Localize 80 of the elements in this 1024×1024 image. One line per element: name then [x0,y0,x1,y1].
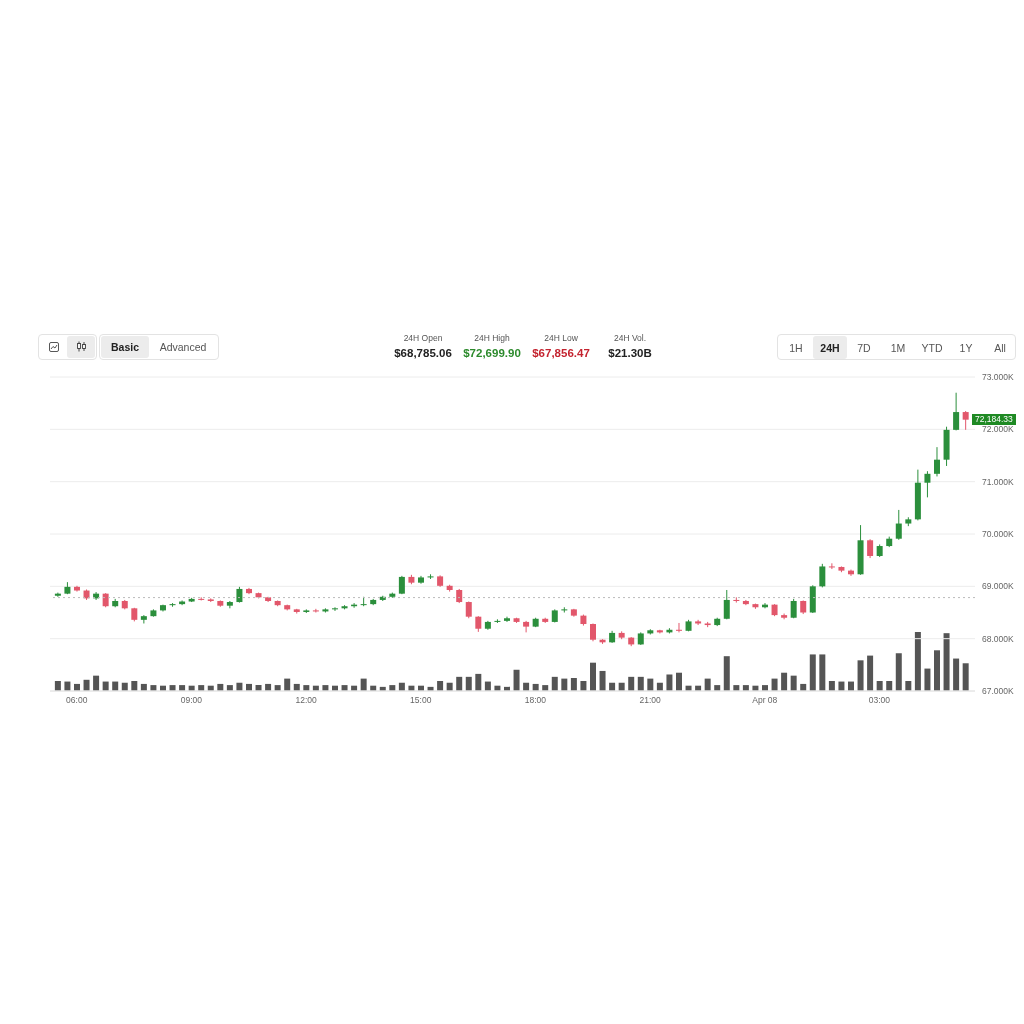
bar [819,654,826,691]
y-tick-label: 70.000K [982,529,1014,540]
bar [809,654,816,691]
y-tick-label: 71.000K [982,476,1014,487]
bar [876,680,883,691]
bar [637,676,644,691]
candlestick [828,562,835,570]
bar [475,673,482,691]
text: $72,699.90 [463,347,521,359]
candlestick [953,392,960,431]
x-tick-label: 06:00 [66,695,88,706]
x-tick-label: Apr 08 [752,695,778,706]
bar [914,632,921,691]
x-tick-label: 15:00 [410,695,432,706]
candlestick [934,446,940,477]
bar [781,672,788,691]
x-tick-label: 03:00 [868,695,891,706]
candlestick [331,606,338,612]
candlestick [312,608,319,613]
bar [886,680,893,691]
y-tick-label: 67.000K [982,686,1014,697]
text: $21.30B [608,347,652,359]
bar [666,674,673,691]
text: 24H Low [544,333,578,343]
bar [675,672,682,691]
text: $68,785.06 [394,347,452,359]
bar [628,676,635,691]
bar [924,668,931,691]
bar [857,660,864,691]
bar [589,662,596,691]
bar [513,669,520,691]
x-tick-label: 18:00 [524,695,547,706]
bar [790,675,797,691]
bar [551,676,558,691]
bar [54,680,61,691]
text: 24H Vol. [613,333,647,343]
candlestick [962,410,969,431]
candlestick [924,470,931,498]
bar [83,679,90,691]
bar [934,650,940,691]
candlestick [819,563,826,588]
bar [580,680,587,691]
text: $67,856.47 [532,347,590,359]
bar [131,680,138,691]
y-tick-label: 68.000K [982,633,1014,644]
x-tick-label: 21:00 [639,695,662,706]
candlestick [867,538,874,559]
bar [867,655,874,691]
y-tick-label: 72.000K [982,424,1014,435]
candlestick [733,596,740,604]
bar [953,658,960,691]
candlestick [523,620,530,633]
x-tick-label: 12:00 [295,695,317,706]
bar [437,680,444,691]
candlestick [140,614,147,624]
bar [895,653,902,691]
bar [905,680,912,691]
bar [962,663,969,691]
text: 24H Open [403,333,443,343]
candlestick [695,619,702,626]
bar [723,656,730,691]
bar [943,633,950,691]
y-tick-label: 69.000K [982,581,1014,592]
candlestick [561,606,568,613]
candlestick [895,509,902,541]
bar [93,675,100,691]
bar [570,678,577,691]
candlestick [675,622,682,633]
bar [456,676,463,691]
candlestick [54,592,61,598]
candlestick [723,589,730,620]
annotation: 72,184.33 [972,414,1016,426]
range-buttons: 1H 24H 7D 1M YTD 1Y All [777,334,1016,360]
mode-toggle: Basic Advanced [99,334,219,360]
y-tick-label: 73.000K [982,372,1014,383]
x-tick-label: 09:00 [180,695,203,706]
bar [465,676,472,691]
text: 24H High [474,333,510,343]
bar [599,670,606,691]
bar [828,680,835,691]
